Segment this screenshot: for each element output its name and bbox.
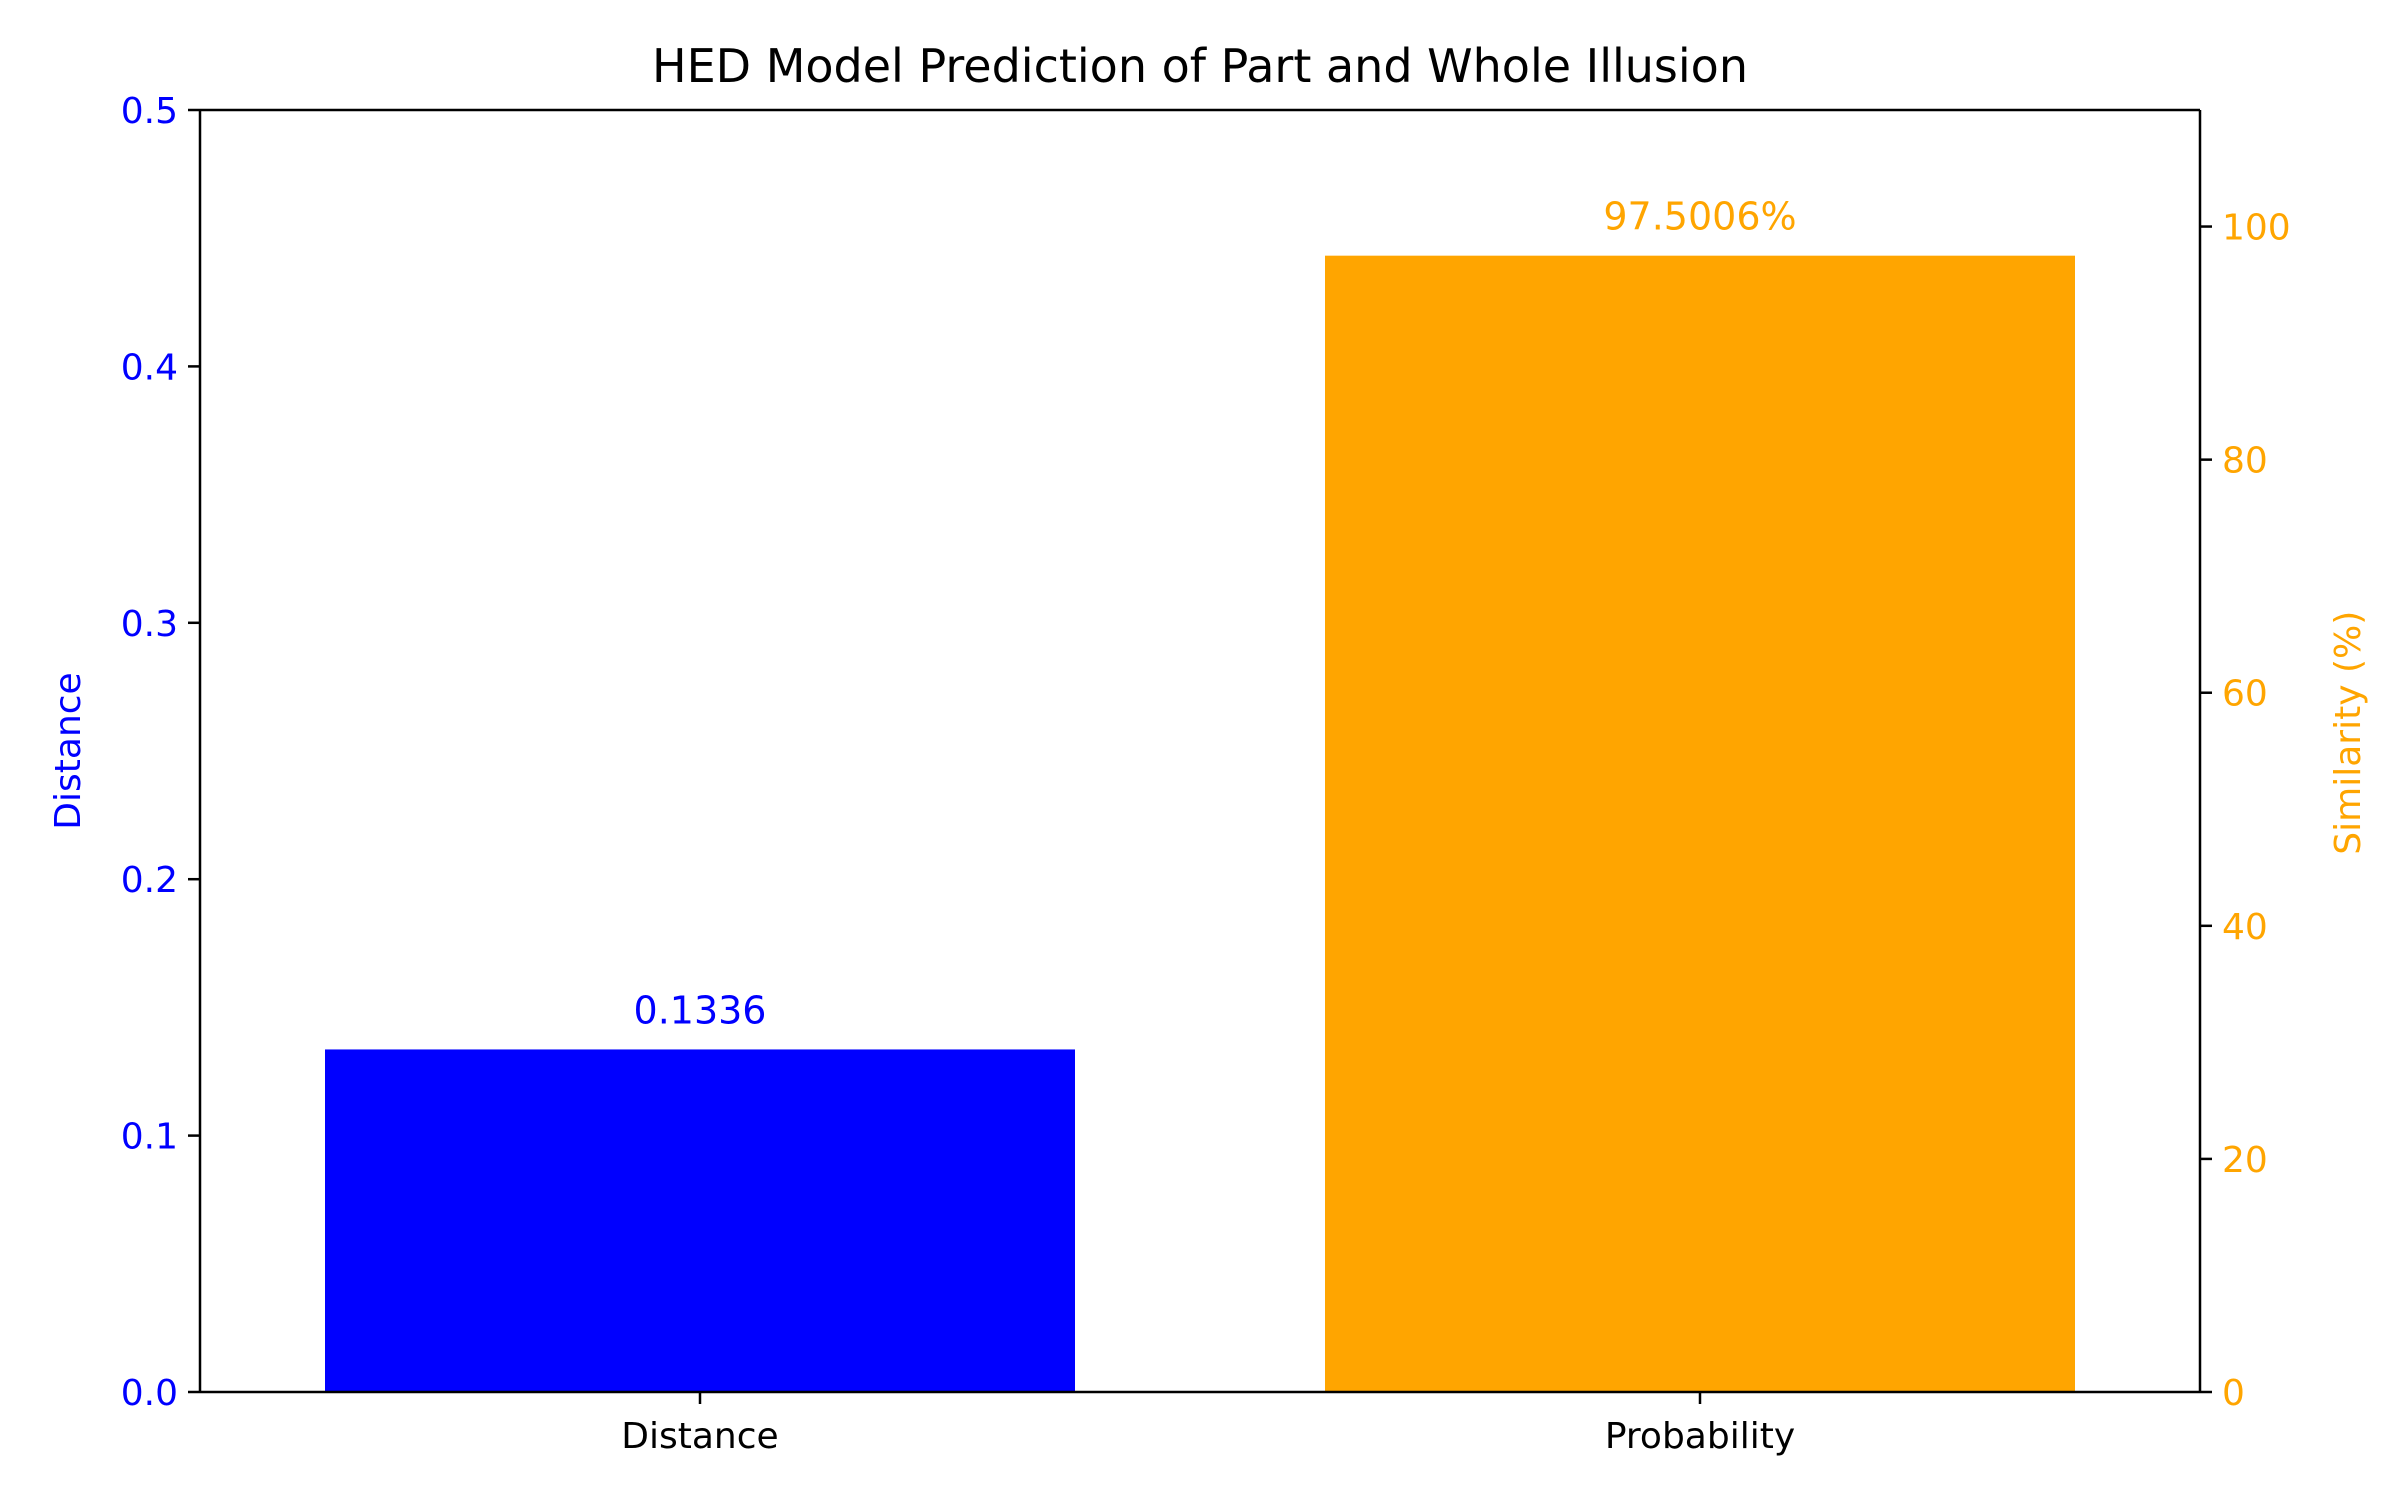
left-tick-label: 0.0 (121, 1373, 178, 1414)
left-tick-label: 0.2 (121, 860, 178, 901)
right-tick-label: 20 (2222, 1140, 2268, 1181)
bar-distance (325, 1049, 1075, 1392)
right-tick-label: 100 (2222, 208, 2291, 249)
bar-probability (1325, 255, 2075, 1393)
x-tick-label: Probability (1605, 1416, 1795, 1457)
data-label-distance: 0.1336 (634, 988, 767, 1032)
right-tick-label: 0 (2222, 1373, 2245, 1414)
left-tick-label: 0.3 (121, 604, 178, 645)
left-axis-label: Distance (48, 672, 89, 829)
right-tick-label: 80 (2222, 441, 2268, 482)
x-tick-label: Distance (621, 1416, 778, 1457)
right-tick-label: 40 (2222, 907, 2268, 948)
chart-title: HED Model Prediction of Part and Whole I… (652, 39, 1748, 93)
data-label-probability: 97.5006% (1603, 195, 1796, 239)
right-tick-label: 60 (2222, 674, 2268, 715)
left-tick-label: 0.5 (121, 91, 178, 132)
right-axis-label: Similarity (%) (2328, 611, 2369, 855)
left-tick-label: 0.1 (121, 1117, 178, 1158)
left-tick-label: 0.4 (121, 347, 178, 388)
